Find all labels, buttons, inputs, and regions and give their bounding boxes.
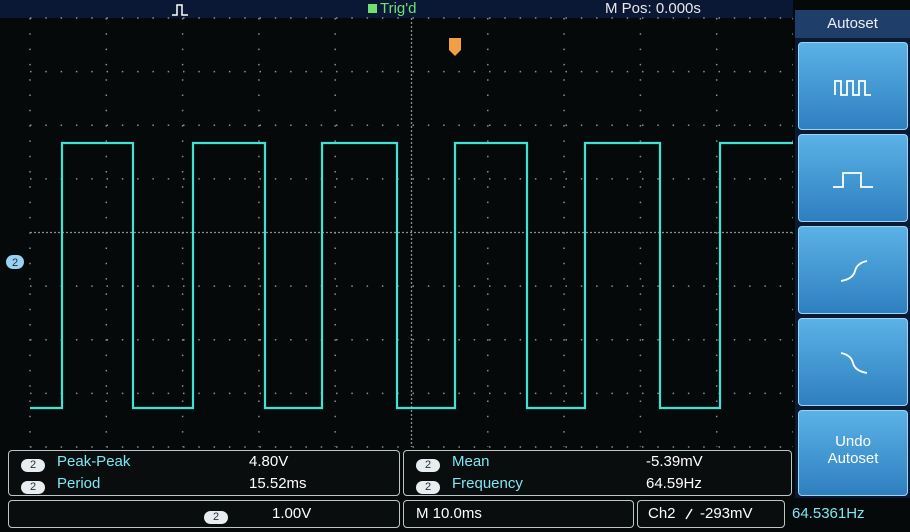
undo-autoset-button[interactable]: Undo Autoset	[798, 410, 908, 496]
measurement-name: Peak-Peak	[57, 453, 130, 470]
measurement-value: 15.52ms	[249, 475, 307, 492]
trigger-level: -293mV	[700, 505, 753, 522]
measurement-name: Frequency	[452, 475, 523, 492]
vertical-scale-box: 2 1.00V	[8, 500, 400, 528]
measurement-panel: 2 Peak-Peak 4.80V 2 Period 15.52ms	[8, 450, 400, 496]
autoset-single-cycle-button[interactable]	[798, 134, 908, 222]
volts-per-div: 1.00V	[272, 505, 311, 522]
button-label-line: Undo	[799, 433, 907, 450]
autoset-multi-cycle-button[interactable]	[798, 42, 908, 130]
horizontal-scale-box: M 10.0ms	[403, 500, 634, 528]
autoset-falling-edge-button[interactable]	[798, 318, 908, 406]
measurement-value: 4.80V	[249, 453, 288, 470]
trigger-position-marker	[449, 38, 461, 56]
channel-badge: 2	[21, 481, 45, 494]
menu-title: Autoset	[795, 10, 910, 38]
channel-badge: 2	[21, 459, 45, 472]
time-per-div: M 10.0ms	[416, 505, 482, 522]
trigger-slope-icon	[684, 507, 694, 521]
channel-badge: 2	[416, 481, 440, 494]
button-label-line: Autoset	[799, 450, 907, 467]
channel-marker: 2	[12, 257, 18, 269]
measurement-name: Mean	[452, 453, 490, 470]
channel-badge: 2	[204, 511, 228, 524]
measurement-value: -5.39mV	[646, 453, 703, 470]
measurement-name: Period	[57, 475, 100, 492]
autoset-rising-edge-button[interactable]	[798, 226, 908, 314]
measurement-value: 64.59Hz	[646, 475, 702, 492]
measurement-panel: 2 Mean -5.39mV 2 Frequency 64.59Hz	[403, 450, 792, 496]
trigger-frequency: 64.5361Hz	[792, 505, 865, 522]
waveform-display: 2	[0, 0, 793, 450]
oscilloscope-screen: Trig'd M Pos: 0.000s 2 Autoset Undo Auto…	[0, 0, 910, 532]
trigger-source: Ch2	[648, 505, 676, 522]
side-menu: Autoset Undo Autoset	[795, 10, 910, 498]
channel-badge: 2	[416, 459, 440, 472]
trigger-box: Ch2 -293mV	[637, 500, 785, 528]
